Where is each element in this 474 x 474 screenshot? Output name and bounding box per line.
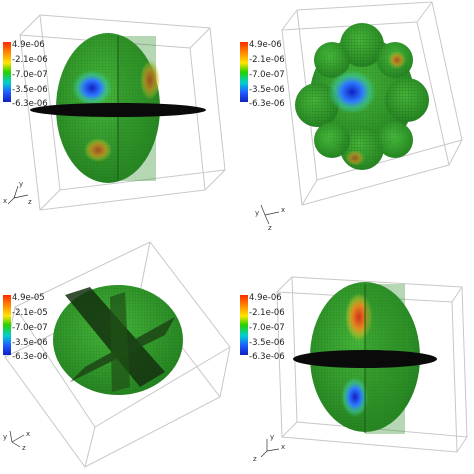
panel-top-left: 4.9e-06 -2.1e-06 -7.0e-07 -3.5e-06 -6.3e… <box>0 0 237 237</box>
axis-triad <box>260 439 280 458</box>
colorbar-label: -6.3e-06 <box>12 352 48 362</box>
axis-label-y: y <box>3 433 8 441</box>
sphere-visualization-3 <box>4 241 231 468</box>
sphere-visualization-1 <box>7 14 226 211</box>
panel-top-right: 4.9e-06 -2.1e-06 -7.0e-07 -3.5e-06 -6.3e… <box>237 0 474 237</box>
sphere-visualization-2 <box>260 1 463 225</box>
axis-label-x: x <box>281 206 286 214</box>
axis-label-x: x <box>26 430 31 438</box>
axis-triad <box>7 185 29 205</box>
colorbar-label: -2.1e-06 <box>12 55 48 65</box>
colorbar-label: -7.0e-07 <box>249 323 285 333</box>
colorbar <box>240 42 248 102</box>
panel-bottom-right: 4.9e-06 -2.1e-06 -7.0e-07 -3.5e-06 -6.3e… <box>237 237 474 474</box>
colorbar <box>240 295 248 355</box>
cut-plane <box>30 103 206 117</box>
colorbar-label: -3.5e-06 <box>249 338 285 348</box>
colorbar-label: -7.0e-07 <box>12 70 48 80</box>
axis-label-z: z <box>268 224 272 232</box>
colorbar-label: -2.1e-06 <box>249 55 285 65</box>
colorbar-label: -7.0e-07 <box>249 70 285 80</box>
colorbar-label: -2.1e-05 <box>12 308 48 318</box>
colorbar-label: -2.1e-06 <box>249 308 285 318</box>
colorbar-label: 4.9e-06 <box>12 40 45 50</box>
axis-label-x: x <box>3 197 8 205</box>
axis-label-z: z <box>28 198 32 206</box>
colorbar-label: 4.9e-06 <box>249 40 282 50</box>
colorbar-label: -3.5e-06 <box>249 85 285 95</box>
axis-label-z: z <box>22 444 26 452</box>
axis-label-y: y <box>255 209 260 217</box>
colorbar-label: 4.9e-05 <box>12 293 45 303</box>
colorbar-label: -6.3e-06 <box>249 99 285 109</box>
sphere-visualization-4 <box>260 276 468 458</box>
axis-label-y: y <box>270 433 275 441</box>
colorbar-label: -6.3e-06 <box>249 352 285 362</box>
axis-label-y: y <box>19 180 24 188</box>
colorbar <box>3 295 11 355</box>
colorbar <box>3 42 11 102</box>
axis-triad <box>260 204 280 225</box>
axis-triad <box>9 430 25 448</box>
panel-bottom-left: 4.9e-05 -2.1e-05 -7.0e-07 -3.5e-06 -6.3e… <box>0 237 237 474</box>
colorbar-label: -3.5e-06 <box>12 338 48 348</box>
axis-label-z: z <box>253 455 257 463</box>
colorbar-label: -7.0e-07 <box>12 323 48 333</box>
cut-plane <box>293 350 437 368</box>
colorbar-label: 4.9e-06 <box>249 293 282 303</box>
colorbar-label: -3.5e-06 <box>12 85 48 95</box>
axis-label-x: x <box>281 443 286 451</box>
colorbar-label: -6.3e-06 <box>12 99 48 109</box>
